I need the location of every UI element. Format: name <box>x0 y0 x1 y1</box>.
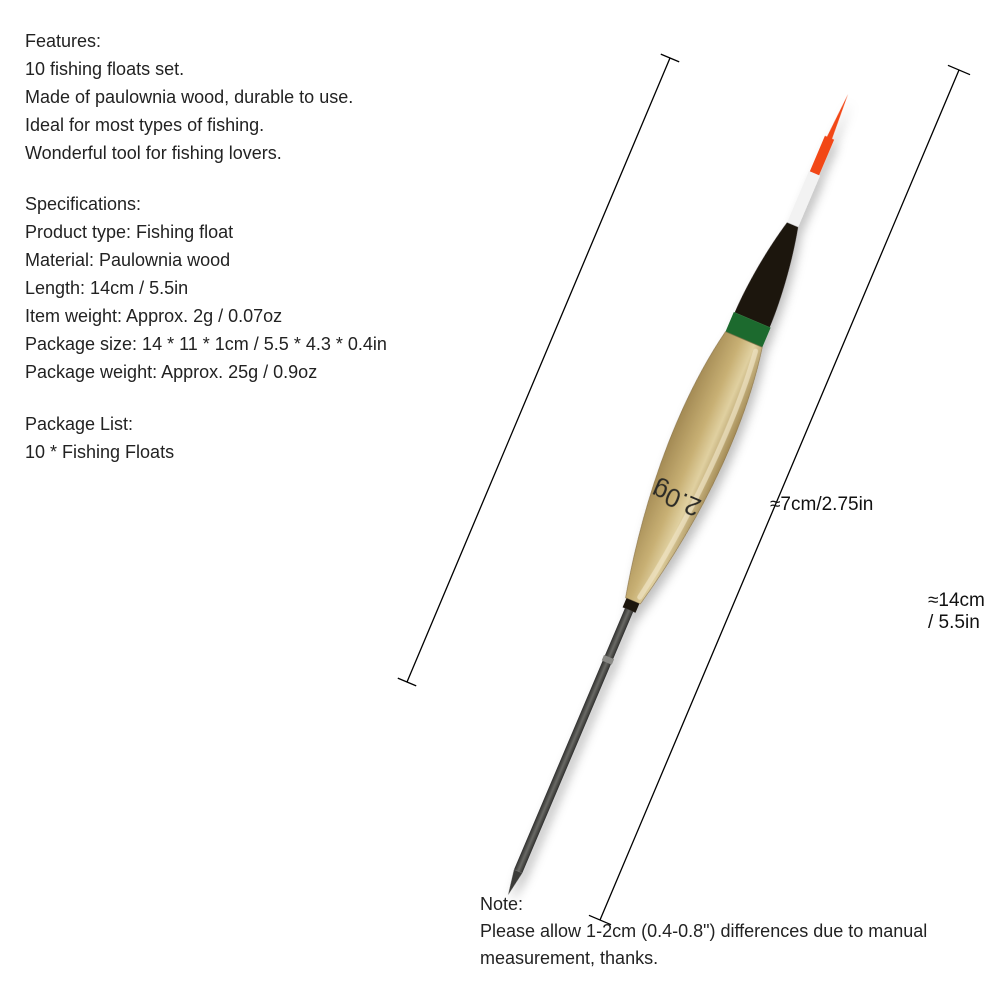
note-heading: Note: <box>480 891 980 918</box>
dimension-label-full: ≈14cm / 5.5in <box>928 590 990 634</box>
features-line: 10 fishing floats set. <box>25 56 455 84</box>
package-list-heading: Package List: <box>25 411 455 439</box>
spec-line: Length: 14cm / 5.5in <box>25 275 455 303</box>
package-list-block: Package List: 10 * Fishing Floats <box>25 411 455 467</box>
package-list-line: 10 * Fishing Floats <box>25 439 455 467</box>
specifications-block: Specifications: Product type: Fishing fl… <box>25 191 455 386</box>
features-heading: Features: <box>25 28 455 56</box>
specifications-heading: Specifications: <box>25 191 455 219</box>
features-line: Ideal for most types of fishing. <box>25 112 455 140</box>
float-weight-label: 2.0g <box>647 476 705 523</box>
features-line: Wonderful tool for fishing lovers. <box>25 140 455 168</box>
features-line: Made of paulownia wood, durable to use. <box>25 84 455 112</box>
spec-line: Item weight: Approx. 2g / 0.07oz <box>25 303 455 331</box>
dimension-label-partial: ≈7cm/2.75in <box>770 494 873 516</box>
spec-line: Package weight: Approx. 25g / 0.9oz <box>25 359 455 387</box>
note-text: Please allow 1-2cm (0.4-0.8") difference… <box>480 921 927 968</box>
diagram-svg: 2.0g <box>370 30 990 930</box>
spec-line: Material: Paulownia wood <box>25 247 455 275</box>
spec-line: Package size: 14 * 11 * 1cm / 5.5 * 4.3 … <box>25 331 455 359</box>
text-column: Features: 10 fishing floats set. Made of… <box>25 28 455 490</box>
features-block: Features: 10 fishing floats set. Made of… <box>25 28 455 167</box>
product-diagram: 2.0g ≈7cm/2.75in ≈14cm / 5.5in <box>370 30 990 930</box>
note-block: Note: Please allow 1-2cm (0.4-0.8") diff… <box>480 891 980 972</box>
spec-line: Product type: Fishing float <box>25 219 455 247</box>
